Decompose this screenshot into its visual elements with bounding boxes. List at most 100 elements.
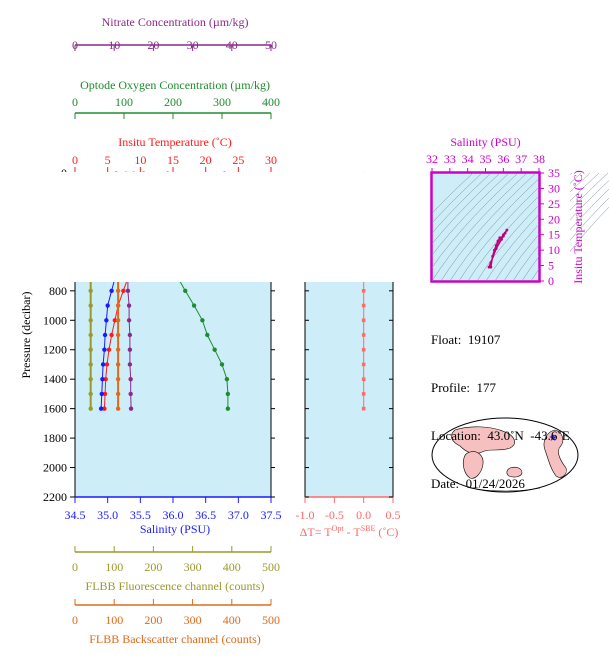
backscatter-point xyxy=(115,406,121,411)
ts-y-axis-title: Insitu Temperature (˚C) xyxy=(571,170,585,284)
ts-mask-left xyxy=(0,172,431,282)
profile-value: 177 xyxy=(476,380,497,395)
oxygen-point xyxy=(219,362,225,367)
nitrate-point xyxy=(127,347,133,352)
nitrate-point xyxy=(128,376,133,382)
dt-point xyxy=(361,362,366,367)
dt-tick-label: -1.0 xyxy=(296,508,315,522)
pressure-tick-label: 1000 xyxy=(43,313,67,327)
salinity-point xyxy=(100,376,105,382)
backscatter-tick-label: 400 xyxy=(223,613,241,627)
salinity-tick-label: 37.5 xyxy=(261,508,282,522)
temperature-tick-label: 20 xyxy=(200,153,212,167)
ts-density-contour xyxy=(494,172,591,282)
date-label: Date: xyxy=(431,476,460,491)
pressure-tick-label: 1400 xyxy=(43,372,67,386)
salinity-tick-label: 35.5 xyxy=(130,508,151,522)
temperature-tick-label: 15 xyxy=(167,153,179,167)
fluorescence-tick-label: 500 xyxy=(262,560,280,574)
temperature-tick-label: 30 xyxy=(265,153,277,167)
backscatter-point xyxy=(115,391,121,397)
fluorescence-point xyxy=(88,332,93,338)
backscatter-tick-label: 300 xyxy=(184,613,202,627)
dt-point xyxy=(361,347,366,352)
date-value: 01/24/2026 xyxy=(465,476,525,491)
salinity-point xyxy=(102,332,108,338)
ts-x-axis-title: Salinity (PSU) xyxy=(450,135,520,149)
fluorescence-point xyxy=(88,376,93,382)
ts-point xyxy=(491,254,495,258)
fluorescence-point xyxy=(88,347,93,352)
oxygen-point xyxy=(225,391,231,397)
backscatter-axis-title: FLBB Backscatter channel (counts) xyxy=(89,632,261,646)
fluorescence-tick-label: 100 xyxy=(105,560,123,574)
oxygen-point xyxy=(225,406,231,411)
nitrate-point xyxy=(128,391,133,397)
temperature-point xyxy=(112,318,118,323)
float-value: 19107 xyxy=(467,332,501,347)
map-land-australia xyxy=(506,466,523,478)
temperature-tick-label: 0 xyxy=(72,153,78,167)
oxygen-point xyxy=(200,318,205,323)
fluorescence-point xyxy=(88,406,93,411)
salinity-tick-label: 37.0 xyxy=(228,508,249,522)
temperature-point xyxy=(103,376,108,382)
temperature-point xyxy=(102,391,108,397)
temperature-point xyxy=(121,288,126,294)
pressure-tick-label: 800 xyxy=(49,284,67,298)
temperature-point xyxy=(104,362,110,367)
ts-point xyxy=(500,237,503,241)
pressure-tick-label: 2000 xyxy=(43,461,67,475)
backscatter-point xyxy=(115,362,121,367)
ts-point xyxy=(494,247,498,251)
backscatter-tick-label: 500 xyxy=(262,613,280,627)
ts-point xyxy=(505,228,509,232)
dt-tick-label: -0.5 xyxy=(325,508,344,522)
salinity-tick-label: 35.0 xyxy=(97,508,118,522)
salinity-point xyxy=(99,391,104,397)
fluorescence-point xyxy=(88,318,93,323)
ts-point xyxy=(489,261,493,264)
nitrate-tick-label: 10 xyxy=(108,38,120,52)
dt-point xyxy=(361,289,366,293)
oxygen-tick-label: 0 xyxy=(72,95,78,109)
ts-y-tick-label: 10 xyxy=(548,243,560,257)
ts-y-tick-label: 15 xyxy=(548,228,560,242)
ts-point xyxy=(496,239,500,243)
oxygen-point xyxy=(183,288,188,294)
pressure-tick-label: 1600 xyxy=(43,402,67,416)
salinity-point xyxy=(98,406,104,411)
ts-y-tick-label: 5 xyxy=(548,259,554,273)
temperature-tick-label: 25 xyxy=(232,153,244,167)
dt-point xyxy=(361,333,366,337)
salinity-point xyxy=(109,288,114,294)
nitrate-point xyxy=(126,303,132,308)
fluorescence-point xyxy=(88,288,93,294)
nitrate-axis-title: Nitrate Concentration (µm/kg) xyxy=(102,15,249,29)
dt-axis-title-sup1: Opt xyxy=(332,524,345,533)
backscatter-tick-label: 0 xyxy=(72,613,78,627)
map-land-americas xyxy=(543,429,567,478)
salinity-point xyxy=(100,362,106,367)
oxygen-point xyxy=(212,347,217,352)
backscatter-point xyxy=(115,288,121,294)
ts-x-tick-label: 35 xyxy=(480,152,492,166)
pressure-axis-title: Pressure (decibar) xyxy=(19,292,33,379)
ts-point xyxy=(494,244,498,247)
salinity-point xyxy=(104,318,109,323)
nitrate-point xyxy=(127,362,133,367)
ts-density-contour xyxy=(449,172,546,282)
backscatter-point xyxy=(115,376,121,382)
nitrate-point xyxy=(127,332,133,338)
dt-axis-title-sup2: SBE xyxy=(361,524,376,533)
ts-y-tick-label: 30 xyxy=(548,181,560,195)
ts-x-tick-label: 34 xyxy=(462,152,474,166)
oxygen-tick-label: 400 xyxy=(262,95,280,109)
dt-point xyxy=(361,392,366,396)
salinity-tick-label: 34.5 xyxy=(65,508,86,522)
pressure-tick-label: 1200 xyxy=(43,343,67,357)
oxygen-tick-label: 200 xyxy=(164,95,182,109)
oxygen-axis-title: Optode Oxygen Concentration (µm/kg) xyxy=(80,78,270,92)
oxygen-tick-label: 100 xyxy=(115,95,133,109)
